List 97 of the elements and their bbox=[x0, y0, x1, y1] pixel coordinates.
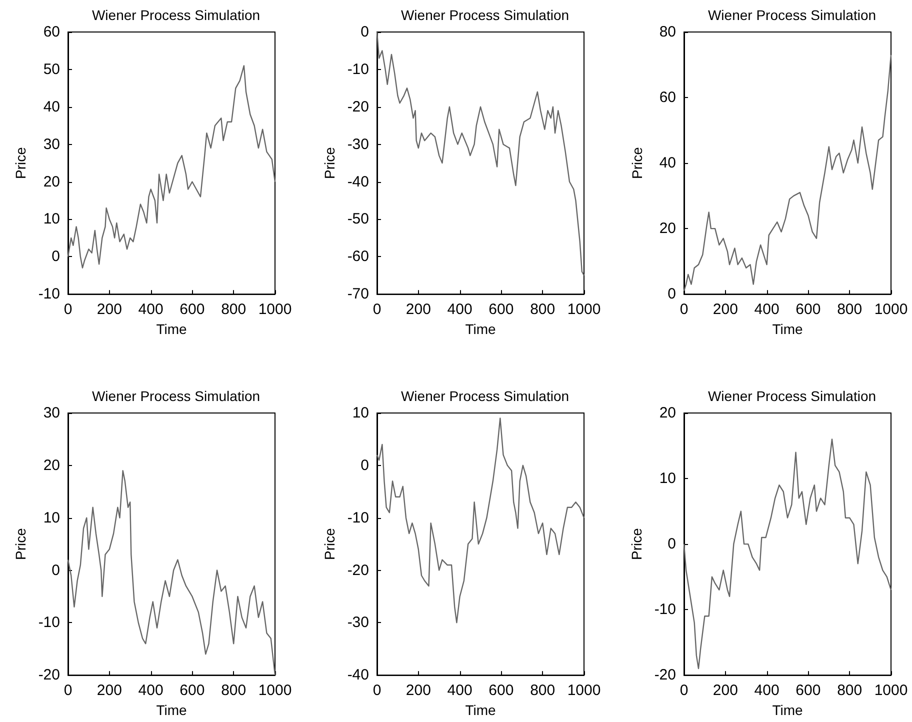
y-tick-label: 20 bbox=[659, 404, 676, 422]
x-axis-title: Time bbox=[772, 702, 804, 718]
y-tick-label: -20 bbox=[347, 98, 369, 116]
y-tick-label: -20 bbox=[38, 666, 60, 684]
y-tick-label: -30 bbox=[347, 136, 369, 153]
x-tick-label: 200 bbox=[406, 301, 431, 318]
y-tick-label: 40 bbox=[659, 154, 676, 172]
y-tick-label: -10 bbox=[38, 286, 60, 303]
x-tick-label: 600 bbox=[796, 682, 821, 700]
y-tick-label: 40 bbox=[43, 98, 60, 116]
chart-title: Wiener Process Simulation bbox=[400, 7, 570, 23]
x-tick-label: 400 bbox=[447, 682, 472, 700]
line-series bbox=[683, 54, 892, 292]
x-tick-label: 800 bbox=[837, 682, 862, 700]
y-tick-label: -10 bbox=[347, 60, 369, 78]
y-tick-label: 10 bbox=[659, 470, 676, 488]
y-axis-title: Price bbox=[321, 146, 338, 180]
chart-title: Wiener Process Simulation bbox=[708, 388, 876, 404]
y-tick-label: -70 bbox=[347, 286, 369, 303]
y-axis-title: Price bbox=[12, 146, 28, 180]
x-tick-label: 400 bbox=[754, 682, 780, 700]
x-tick-label: 200 bbox=[406, 682, 431, 700]
y-tick-label: 0 bbox=[360, 24, 369, 40]
y-tick-label: 30 bbox=[43, 404, 60, 422]
y-tick-label: 10 bbox=[43, 210, 60, 228]
x-tick-label: 800 bbox=[530, 682, 556, 700]
y-tick-label: 20 bbox=[43, 173, 60, 190]
y-tick-label: -10 bbox=[654, 601, 676, 618]
y-tick-label: -60 bbox=[347, 248, 369, 266]
x-tick-label: 600 bbox=[180, 682, 205, 700]
x-tick-label: 800 bbox=[221, 682, 246, 700]
x-tick-label: 1000 bbox=[874, 682, 908, 700]
chart-title: Wiener Process Simulation bbox=[92, 7, 260, 23]
y-tick-label: 50 bbox=[43, 60, 60, 78]
y-tick-label: 0 bbox=[52, 562, 60, 579]
x-tick-label: 0 bbox=[372, 682, 382, 700]
line-series bbox=[683, 438, 892, 670]
y-axis-title: Price bbox=[628, 528, 644, 560]
y-axis-title: Price bbox=[629, 146, 645, 180]
x-tick-label: 600 bbox=[488, 301, 514, 318]
x-tick-label: 800 bbox=[837, 301, 862, 318]
x-tick-label: 200 bbox=[96, 301, 122, 318]
x-tick-label: 800 bbox=[221, 301, 246, 318]
x-tick-label: 400 bbox=[138, 682, 164, 700]
chart-title: Wiener Process Simulation bbox=[92, 388, 260, 404]
x-tick-label: 0 bbox=[680, 682, 688, 700]
y-axis-title: Price bbox=[321, 528, 338, 560]
x-tick-label: 0 bbox=[64, 682, 72, 700]
x-axis-title: Time bbox=[772, 321, 804, 337]
x-tick-label: 1000 bbox=[258, 301, 292, 318]
y-tick-label: 20 bbox=[659, 220, 676, 238]
chart-title: Wiener Process Simulation bbox=[400, 388, 570, 404]
y-tick-label: 0 bbox=[360, 456, 369, 474]
y-axis-title: Price bbox=[12, 528, 28, 560]
y-tick-label: -10 bbox=[347, 509, 369, 526]
x-tick-label: 200 bbox=[712, 682, 738, 700]
y-tick-label: -20 bbox=[654, 666, 676, 684]
x-axis-title: Time bbox=[465, 321, 496, 337]
x-axis-title: Time bbox=[465, 702, 496, 718]
x-tick-label: 600 bbox=[796, 301, 821, 318]
chart-title: Wiener Process Simulation bbox=[708, 7, 876, 23]
x-tick-label: 400 bbox=[754, 301, 780, 318]
y-tick-label: 20 bbox=[43, 456, 60, 474]
x-tick-label: 200 bbox=[712, 301, 738, 318]
x-tick-label: 600 bbox=[488, 682, 514, 700]
line-series bbox=[67, 65, 276, 268]
y-tick-label: -30 bbox=[347, 614, 369, 632]
x-tick-label: 0 bbox=[64, 301, 72, 318]
y-tick-label: -10 bbox=[38, 614, 60, 632]
y-tick-label: 0 bbox=[52, 248, 60, 266]
x-tick-label: 0 bbox=[680, 301, 688, 318]
y-tick-label: -40 bbox=[347, 173, 369, 190]
x-tick-label: 200 bbox=[96, 682, 122, 700]
y-tick-label: -40 bbox=[347, 666, 369, 684]
x-tick-label: 400 bbox=[447, 301, 472, 318]
x-tick-label: 0 bbox=[372, 301, 382, 318]
y-tick-label: 0 bbox=[668, 536, 676, 553]
x-axis-title: Time bbox=[156, 321, 188, 337]
line-series bbox=[376, 418, 585, 624]
y-tick-label: 10 bbox=[43, 509, 60, 526]
y-tick-label: -50 bbox=[347, 210, 369, 228]
x-tick-label: 1000 bbox=[567, 301, 601, 318]
y-tick-label: 30 bbox=[43, 136, 60, 153]
x-tick-label: 1000 bbox=[258, 682, 292, 700]
y-tick-label: -20 bbox=[347, 562, 369, 579]
y-tick-label: 60 bbox=[43, 24, 60, 40]
line-series bbox=[376, 31, 585, 276]
x-axis-title: Time bbox=[156, 702, 188, 718]
x-tick-label: 400 bbox=[138, 301, 164, 318]
x-tick-label: 1000 bbox=[874, 301, 908, 318]
y-tick-label: 80 bbox=[659, 24, 676, 40]
y-tick-label: 60 bbox=[659, 89, 676, 106]
y-tick-label: 0 bbox=[668, 286, 676, 303]
y-tick-label: 10 bbox=[352, 404, 369, 422]
x-tick-label: 600 bbox=[180, 301, 205, 318]
x-tick-label: 800 bbox=[530, 301, 556, 318]
x-tick-label: 1000 bbox=[567, 682, 601, 700]
